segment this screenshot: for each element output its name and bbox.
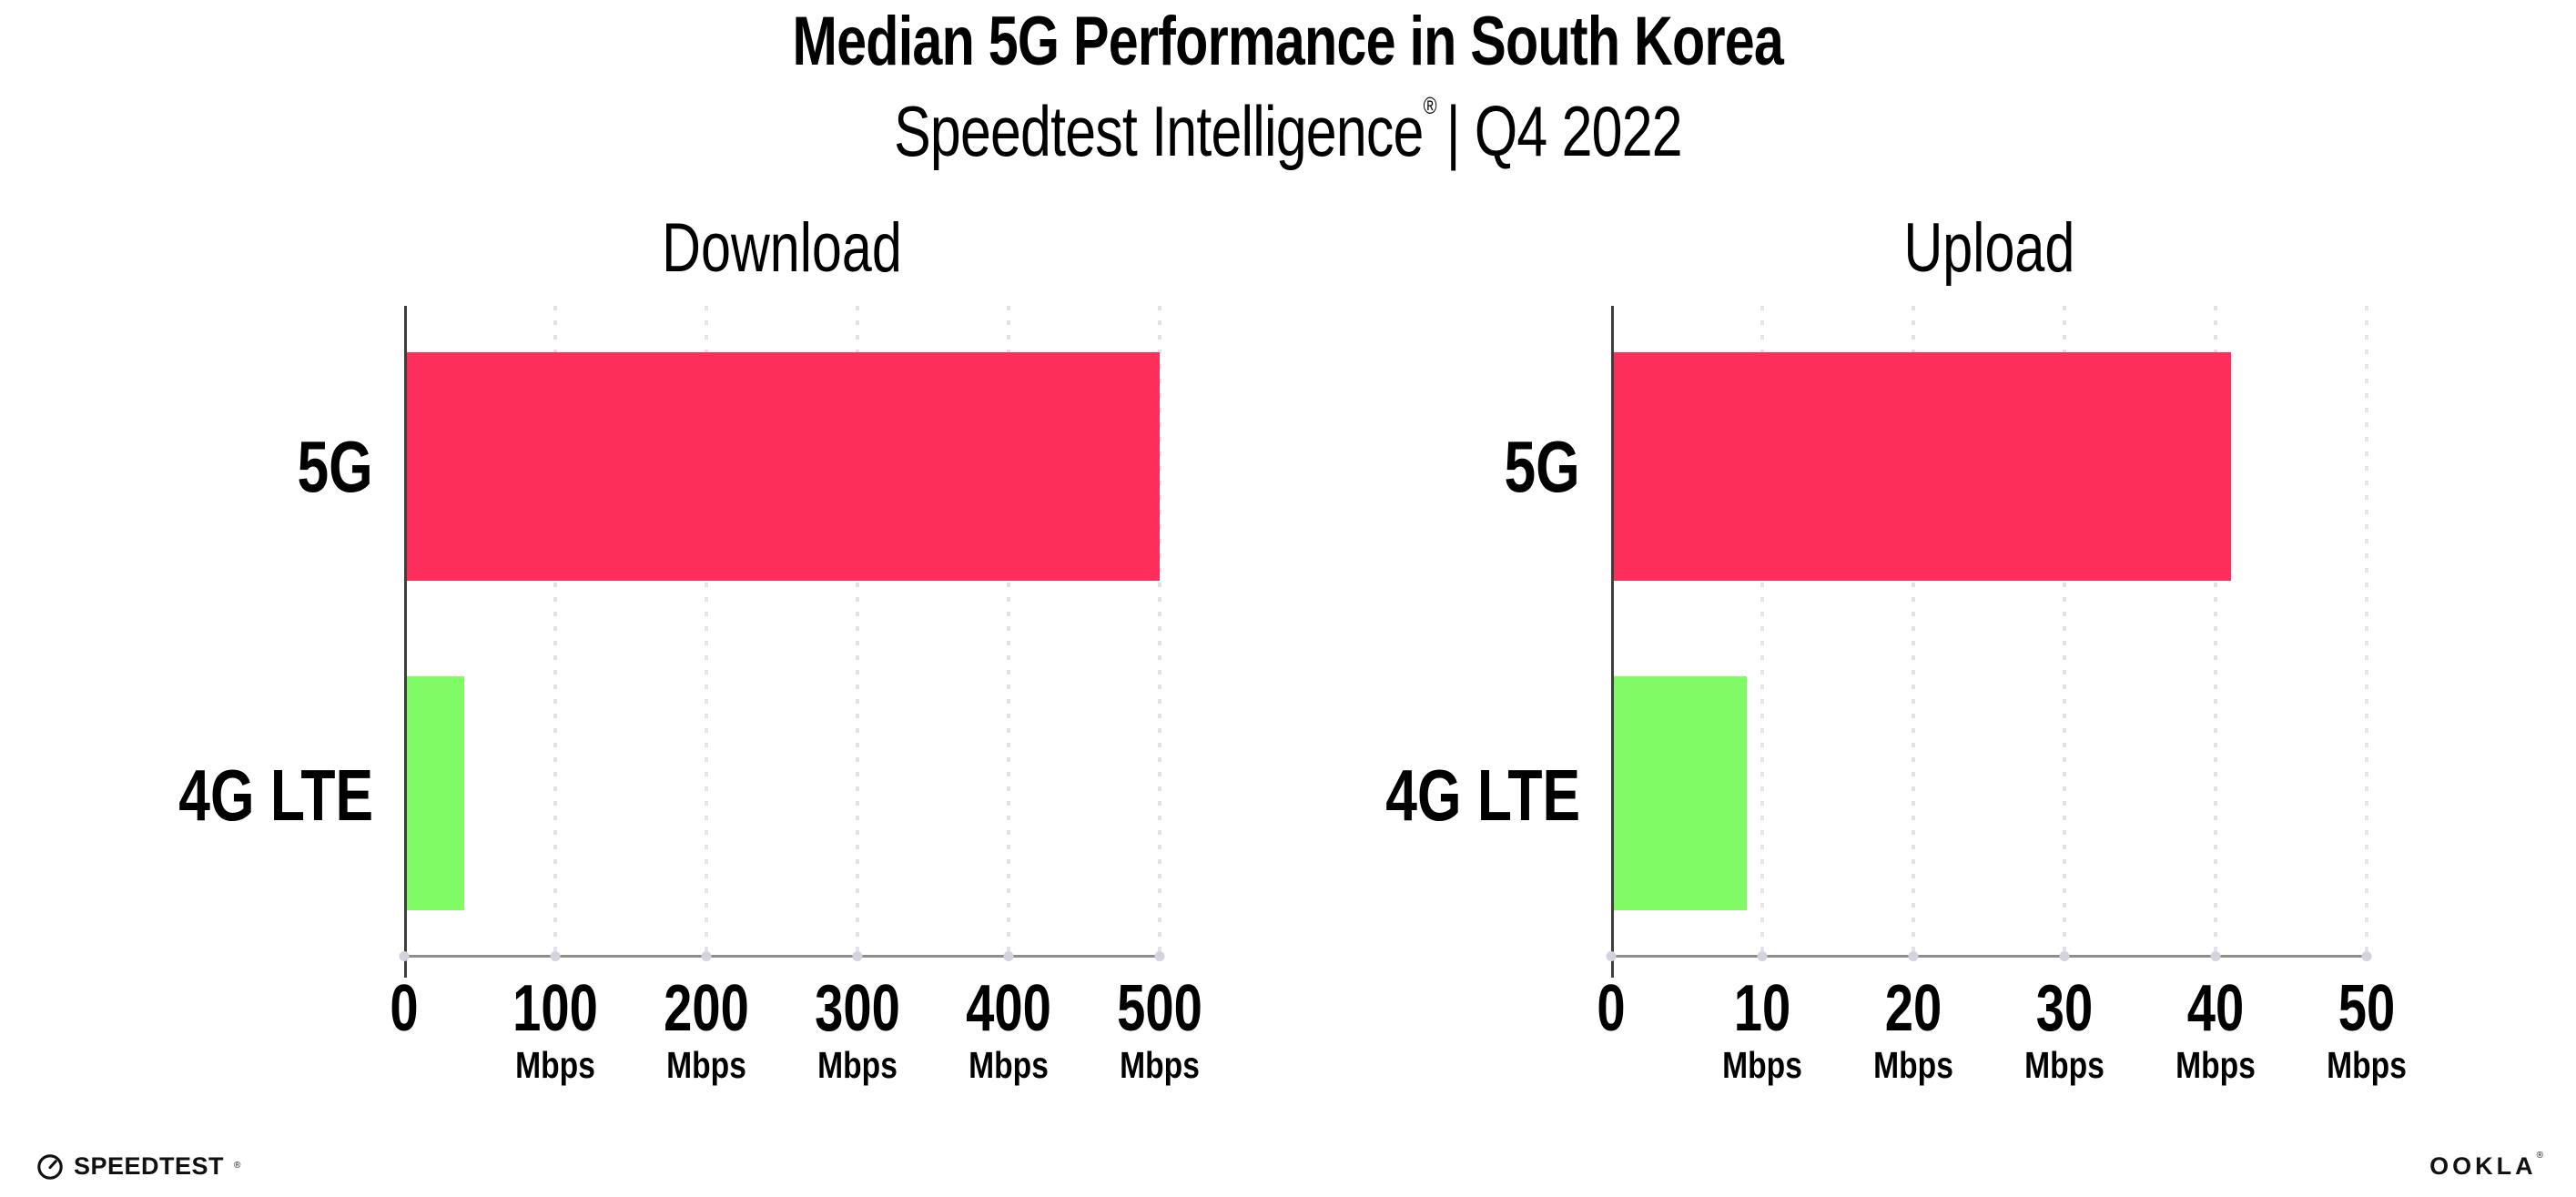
- x-tick-unit: Mbps: [1722, 1044, 1802, 1086]
- x-tick-label: 500 Mbps: [1105, 958, 1214, 1084]
- x-tick-label: 40 Mbps: [2166, 958, 2264, 1084]
- footer: SPEEDTEST ® OOKLA®: [36, 1151, 2543, 1181]
- gridline: [705, 306, 708, 955]
- ookla-logo: OOKLA®: [2429, 1151, 2543, 1181]
- upload-chart-title-text: Upload: [1903, 209, 2074, 287]
- x-tick-value: 200: [664, 972, 749, 1045]
- download-chart-title: Download: [404, 214, 1160, 283]
- upload-x-axis-ticks: 0 10 Mbps 20 Mbps 30 Mbps 40 Mbps 50 Mbps: [1597, 958, 2407, 1112]
- ookla-wordmark: OOKLA: [2429, 1152, 2537, 1180]
- x-tick-unit: Mbps: [2175, 1044, 2256, 1086]
- gridline: [1760, 306, 1764, 955]
- axis-tick-dot: [1606, 951, 1617, 961]
- gridline: [2214, 306, 2217, 955]
- upload-chart-title: Upload: [1611, 214, 2367, 283]
- category-label-4g-lte: 4G LTE: [1385, 754, 1580, 836]
- x-tick-label: 10 Mbps: [1713, 958, 1810, 1084]
- gridline: [1158, 306, 1161, 955]
- bar-5g: [404, 351, 1160, 582]
- x-tick-value: 10: [1733, 972, 1791, 1045]
- x-tick-value: 400: [966, 972, 1051, 1045]
- x-tick-unit: Mbps: [2024, 1044, 2104, 1086]
- axis-tick-dot: [1908, 951, 1919, 961]
- gridline: [1007, 306, 1010, 955]
- gridline: [553, 306, 557, 955]
- x-tick-label: 30 Mbps: [2015, 958, 2113, 1084]
- subtitle-quarter: | Q4 2022: [1445, 91, 1683, 171]
- axis-tick-dot: [2059, 951, 2070, 961]
- x-tick-label: 20 Mbps: [1864, 958, 1962, 1084]
- x-tick-label: 300 Mbps: [803, 958, 912, 1084]
- download-chart: Download 5G 4G LTE 0 100 Mbps 200 Mbps 300 Mbps…: [122, 191, 1202, 1112]
- axis-tick-dot: [2210, 951, 2221, 961]
- speedtest-gauge-icon: [37, 1153, 63, 1180]
- x-tick-unit: Mbps: [666, 1044, 746, 1086]
- axis-tick-dot: [1757, 951, 1768, 961]
- x-tick-unit: Mbps: [969, 1044, 1049, 1086]
- gridline: [1912, 306, 1915, 955]
- x-tick-value: 30: [2035, 972, 2094, 1045]
- x-tick-unit: Mbps: [2327, 1044, 2407, 1086]
- x-tick-unit: Mbps: [817, 1044, 898, 1086]
- x-tick-label: 50 Mbps: [2317, 958, 2415, 1084]
- axis-tick-dot: [1003, 951, 1014, 961]
- page-title-text: Median 5G Performance in South Korea: [792, 3, 1784, 80]
- speedtest-trademark-symbol: ®: [234, 1160, 241, 1171]
- download-x-axis-ticks: 0 100 Mbps 200 Mbps 300 Mbps 400 Mbps 500 Mbps: [390, 958, 1202, 1112]
- x-tick-value: 0: [390, 972, 419, 1045]
- category-label-4g-lte: 4G LTE: [178, 754, 373, 836]
- bar-4g-lte: [1611, 676, 1748, 910]
- download-plot-area: [399, 306, 1165, 978]
- x-tick-value: 0: [1597, 972, 1626, 1045]
- subtitle-brand: Speedtest Intelligence: [894, 91, 1424, 171]
- speedtest-logo: SPEEDTEST ®: [36, 1152, 240, 1181]
- upload-chart: Upload 5G 4G LTE 0 10 Mbps 20 Mbps 30 Mbps 40 Mbp…: [1329, 191, 2407, 1112]
- x-tick-label: 100 Mbps: [501, 958, 610, 1084]
- upload-category-labels: 5G 4G LTE: [1329, 306, 1611, 958]
- x-tick-value: 40: [2186, 972, 2245, 1045]
- axis-tick-dot: [550, 951, 561, 961]
- x-tick-value: 300: [815, 972, 900, 1045]
- x-tick-label: 0: [1593, 958, 1629, 1041]
- x-tick-label: 400 Mbps: [954, 958, 1063, 1084]
- axis-tick-dot: [701, 951, 712, 961]
- x-tick-value: 500: [1117, 972, 1202, 1045]
- axis-tick-dot: [399, 951, 410, 961]
- x-tick-value: 20: [1884, 972, 1942, 1045]
- category-label-5g: 5G: [1504, 426, 1580, 508]
- bar-5g: [1611, 351, 2231, 582]
- axis-tick-dot: [1154, 951, 1165, 961]
- subtitle-inner: Speedtest Intelligence® | Q4 2022: [894, 94, 1683, 167]
- axis-tick-dot: [2361, 951, 2372, 961]
- x-tick-unit: Mbps: [1120, 1044, 1200, 1086]
- download-chart-title-text: Download: [662, 209, 902, 287]
- subtitle: Speedtest Intelligence® | Q4 2022: [0, 94, 2576, 167]
- category-label-5g: 5G: [297, 426, 373, 508]
- axis-tick-dot: [852, 951, 863, 961]
- x-tick-label: 0: [386, 958, 422, 1041]
- gridline: [2063, 306, 2066, 955]
- gridline: [856, 306, 859, 955]
- page-title: Median 5G Performance in South Korea: [0, 7, 2576, 76]
- speedtest-wordmark: SPEEDTEST: [74, 1152, 225, 1180]
- x-tick-value: 100: [512, 972, 598, 1045]
- bar-4g-lte: [404, 676, 465, 910]
- x-tick-unit: Mbps: [515, 1044, 595, 1086]
- charts-row: Download 5G 4G LTE 0 100 Mbps 200 Mbps 300 Mbps…: [122, 191, 2407, 1112]
- ookla-trademark-symbol: ®: [2536, 1151, 2543, 1161]
- x-tick-label: 200 Mbps: [652, 958, 761, 1084]
- upload-plot-area: [1606, 306, 2372, 978]
- x-tick-unit: Mbps: [1873, 1044, 1953, 1086]
- registered-trademark-symbol: ®: [1423, 92, 1437, 119]
- download-category-labels: 5G 4G LTE: [122, 306, 404, 958]
- x-tick-value: 50: [2338, 972, 2396, 1045]
- gridline: [2365, 306, 2368, 955]
